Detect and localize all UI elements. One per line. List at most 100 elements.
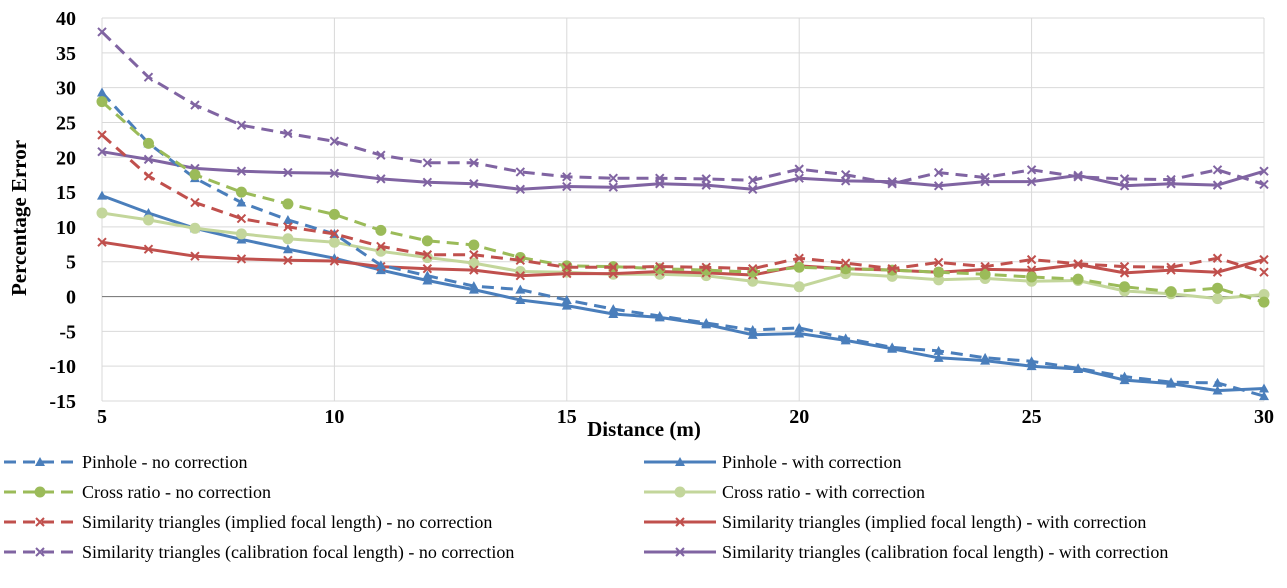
series-line xyxy=(101,211,1265,301)
data-point xyxy=(562,172,572,182)
data-point xyxy=(283,222,293,232)
data-point xyxy=(1258,288,1270,300)
data-point xyxy=(608,262,618,273)
y-axis-title: Percentage Error xyxy=(7,140,31,296)
data-point xyxy=(608,308,619,318)
data-point xyxy=(675,547,685,557)
data-point xyxy=(515,255,526,266)
data-point xyxy=(328,208,340,220)
data-point xyxy=(235,186,247,198)
data-point xyxy=(1073,172,1083,182)
data-point xyxy=(933,257,944,268)
data-point xyxy=(1119,281,1131,293)
data-point xyxy=(747,324,758,334)
data-point xyxy=(329,136,340,146)
data-point xyxy=(515,270,526,281)
series-0 xyxy=(97,87,1269,401)
y-tick-label: -10 xyxy=(49,356,76,378)
data-point xyxy=(142,214,154,226)
data-point xyxy=(840,333,851,343)
data-point xyxy=(794,173,804,183)
data-point xyxy=(1026,361,1037,371)
series-6 xyxy=(97,27,1269,190)
data-point xyxy=(675,517,685,527)
data-point xyxy=(1026,271,1038,283)
legend-item: Similarity triangles (implied focal leng… xyxy=(4,512,492,533)
series-1 xyxy=(97,190,1269,395)
data-point xyxy=(34,486,46,498)
data-point xyxy=(329,168,340,178)
data-point xyxy=(421,235,433,247)
data-point xyxy=(701,318,712,328)
y-tick-label: 0 xyxy=(66,287,76,309)
data-point xyxy=(701,262,711,273)
data-point xyxy=(468,239,480,251)
data-point xyxy=(236,166,247,176)
data-point xyxy=(97,27,107,37)
legend-item: Similarity triangles (implied focal leng… xyxy=(644,512,1146,533)
data-point xyxy=(1026,176,1037,187)
data-point xyxy=(562,181,572,192)
data-point xyxy=(608,182,618,192)
data-point xyxy=(1259,166,1269,176)
legend-label: Pinhole - with correction xyxy=(722,452,901,472)
series-7 xyxy=(97,146,1269,195)
x-axis-title: Distance (m) xyxy=(587,417,701,441)
data-point xyxy=(143,244,154,254)
data-point xyxy=(1212,293,1224,305)
grid-lines xyxy=(101,17,1265,402)
x-tick-label: 5 xyxy=(97,406,107,428)
series-line xyxy=(101,133,1265,274)
series-line xyxy=(100,91,1265,398)
data-point xyxy=(190,100,200,110)
data-point xyxy=(794,322,805,332)
data-point xyxy=(189,169,201,181)
data-point xyxy=(97,146,107,157)
series-lines xyxy=(96,27,1270,401)
legend-item: Cross ratio - with correction xyxy=(644,482,925,502)
data-point xyxy=(190,251,200,261)
legend-label: Similarity triangles (calibration focal … xyxy=(82,542,514,563)
data-point xyxy=(933,345,944,355)
data-point xyxy=(189,222,201,234)
data-point xyxy=(236,120,247,130)
data-point xyxy=(190,197,200,208)
data-point xyxy=(1119,174,1130,184)
data-point xyxy=(887,179,897,189)
data-point xyxy=(887,342,898,352)
data-point xyxy=(1212,267,1223,277)
data-point xyxy=(1259,391,1269,401)
data-point xyxy=(515,167,526,177)
data-point xyxy=(468,281,479,291)
data-point xyxy=(748,175,758,185)
data-point xyxy=(701,174,711,184)
data-point xyxy=(655,261,665,272)
data-point xyxy=(1119,181,1130,191)
data-point xyxy=(283,128,293,139)
data-point xyxy=(793,261,805,273)
y-tick-label: 15 xyxy=(56,182,76,204)
data-point xyxy=(515,184,526,195)
data-point xyxy=(1073,259,1083,269)
data-point xyxy=(96,96,108,108)
data-point xyxy=(236,254,247,264)
y-tick-label: 5 xyxy=(66,252,76,274)
data-point xyxy=(654,263,666,275)
y-tick-label: 40 xyxy=(56,8,76,30)
data-point xyxy=(422,263,433,274)
data-point xyxy=(469,265,479,275)
x-tick-label: 10 xyxy=(324,406,344,428)
data-point xyxy=(1119,261,1130,272)
data-point xyxy=(468,257,480,269)
data-point xyxy=(1212,180,1223,190)
data-point xyxy=(980,352,991,362)
data-point xyxy=(329,256,340,266)
y-tick-label: 10 xyxy=(56,217,76,239)
series-3 xyxy=(96,207,1270,305)
legend-item: Similarity triangles (calibration focal … xyxy=(4,542,514,563)
x-tick-label: 30 xyxy=(1254,406,1274,428)
y-tick-label: 25 xyxy=(56,112,76,134)
legend-item: Cross ratio - no correction xyxy=(4,482,271,502)
data-point xyxy=(674,486,686,498)
data-point xyxy=(35,547,45,557)
